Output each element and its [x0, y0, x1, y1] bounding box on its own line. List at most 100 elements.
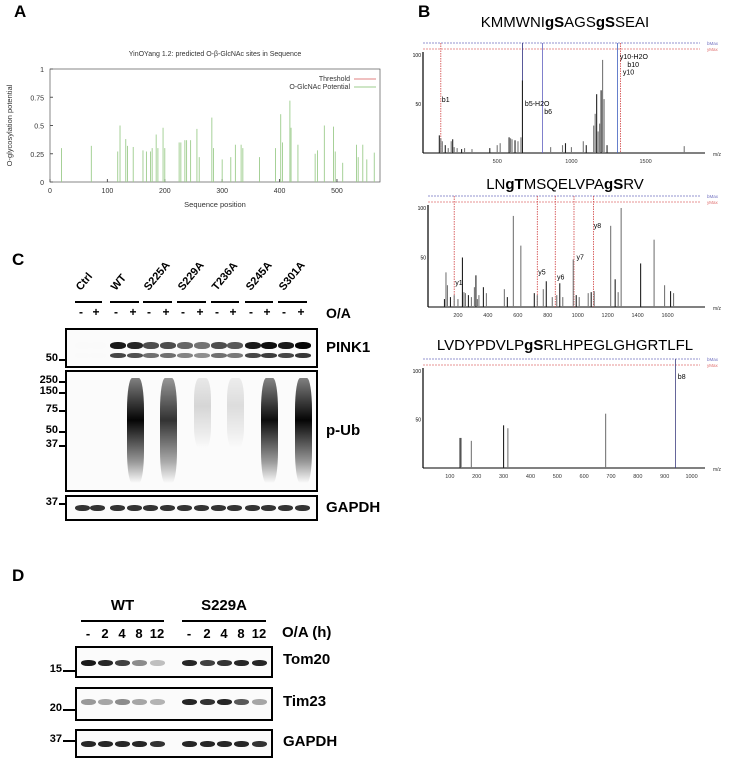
peptide-residue: SEAI [615, 14, 649, 31]
x-tick-label: 400 [274, 188, 286, 195]
treatment-sign: + [263, 305, 271, 319]
x-tick-label: 1000 [685, 474, 697, 480]
band [115, 699, 130, 705]
x-tick-label: 300 [216, 188, 228, 195]
blot-pink1 [65, 328, 318, 368]
blot-gapdh [65, 495, 318, 521]
x-tick-label: 1600 [661, 313, 673, 319]
group-label: S245A [243, 259, 275, 293]
blot-label: PINK1 [326, 339, 371, 356]
ion-label: b1 [442, 97, 450, 104]
peptide-residue: AGS [564, 14, 596, 31]
y-tick-label: 50 [415, 418, 421, 424]
peptide-residue: RV [623, 176, 644, 193]
peptide-residue: MSQELVPA [524, 176, 604, 193]
group-underline [245, 301, 273, 303]
band [182, 699, 197, 705]
treatment-sign: - [79, 305, 83, 319]
band [211, 353, 227, 358]
band [132, 699, 147, 705]
x-tick-label: 1500 [640, 159, 652, 165]
panel-label-d: D [12, 566, 25, 585]
group-underline [81, 620, 164, 622]
peptide-sequence: LNgTMSQELVPAgSRV [486, 176, 644, 193]
band [90, 353, 106, 358]
treatment-sign: - [147, 305, 151, 319]
band [200, 660, 215, 666]
band [252, 741, 267, 747]
time-label: 4 [118, 626, 126, 641]
band [227, 505, 242, 511]
mw-marker: 37 [45, 496, 58, 508]
legend-label: Threshold [319, 76, 350, 83]
x-tick-label: 900 [660, 474, 669, 480]
band [194, 505, 209, 511]
band [98, 699, 113, 705]
band [177, 342, 193, 349]
peptide-residue: g [604, 176, 613, 193]
x-tick-label: 500 [331, 188, 343, 195]
time-label: - [186, 626, 192, 641]
blot-label: Tim23 [283, 693, 327, 710]
band [143, 353, 159, 358]
ion-label: y7 [576, 254, 584, 261]
mw-tick [63, 709, 75, 711]
band [245, 353, 261, 358]
group-label: S225A [141, 259, 173, 293]
time-label: 4 [220, 626, 228, 641]
mw-tick [59, 392, 66, 394]
band [160, 353, 176, 358]
band [81, 660, 96, 666]
group-underline [211, 301, 239, 303]
treatment-sign: + [92, 305, 100, 319]
group-label: Ctrl [73, 270, 96, 293]
smear [127, 378, 144, 483]
band [234, 699, 249, 705]
ion-label: y6 [557, 274, 565, 281]
treatment-label: O/A [326, 305, 351, 321]
band [127, 353, 143, 358]
mw-tick [59, 431, 66, 433]
treatment-sign: - [249, 305, 253, 319]
y-axis-label: O-glycosylation potential [5, 84, 14, 166]
x-axis-label: m/z [713, 152, 722, 158]
group-label: S229A [201, 597, 247, 614]
peptide-residue: g [596, 14, 605, 31]
peptide-residue: LVDYPDVLP [437, 337, 524, 354]
x-tick-label: 400 [526, 474, 535, 480]
band [132, 660, 147, 666]
ion-label: y10-H2O [620, 54, 649, 61]
treatment-sign: - [181, 305, 185, 319]
mw-tick [63, 670, 75, 672]
peptide-residue: KMMWNI [481, 14, 545, 31]
blot-label: GAPDH [283, 732, 338, 750]
band [81, 741, 96, 747]
band [234, 741, 249, 747]
band [217, 660, 232, 666]
peptide-residue: S [605, 14, 615, 31]
x-tick-label: 800 [543, 313, 552, 319]
band [278, 342, 294, 349]
blot-label: Tom20 [283, 651, 331, 668]
group-underline [75, 301, 102, 303]
band [245, 342, 261, 349]
band [160, 342, 176, 349]
peptide-residue: S [554, 14, 564, 31]
band [217, 741, 232, 747]
band [261, 505, 276, 511]
panel-label-c: C [12, 250, 25, 269]
band [75, 342, 91, 349]
band [211, 342, 227, 349]
bmax-label: bMax [707, 194, 719, 199]
peptide-residue: LN [486, 176, 505, 193]
treatment-label: O/A (h) [282, 624, 332, 641]
blot-gapdh [75, 729, 273, 758]
band [127, 342, 143, 349]
band [127, 505, 142, 511]
x-tick-label: 600 [513, 313, 522, 319]
ion-label: y5 [538, 269, 546, 276]
ymax-label: yMax [707, 363, 719, 368]
ion-label: b5-H2O [525, 101, 550, 108]
